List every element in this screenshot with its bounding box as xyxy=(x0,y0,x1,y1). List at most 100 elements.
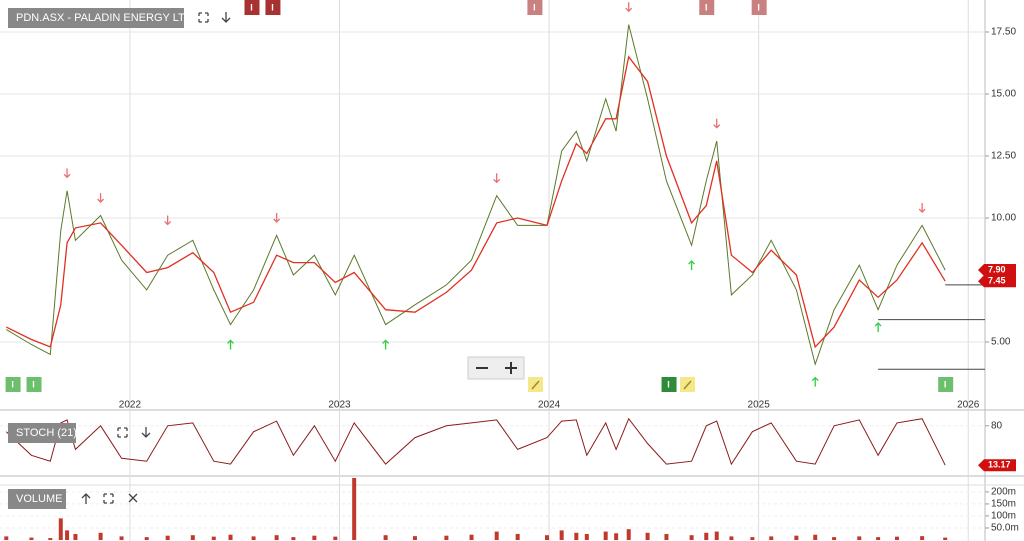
x-tick-label: 2026 xyxy=(957,400,980,411)
volume-bar xyxy=(165,535,170,540)
volume-bar xyxy=(750,537,755,540)
volume-bar xyxy=(876,537,881,540)
event-marker xyxy=(938,377,954,392)
event-marker xyxy=(265,0,281,15)
price-tag-label: 7.45 xyxy=(988,276,1006,286)
volume-bar xyxy=(894,536,899,540)
volume-bar xyxy=(469,534,474,540)
volume-bar xyxy=(689,535,694,540)
title-box xyxy=(8,423,76,443)
volume-bar xyxy=(65,530,70,540)
volume-bar xyxy=(412,536,417,540)
volume-bar xyxy=(29,537,34,540)
signal-arrow xyxy=(688,260,696,271)
event-label: I xyxy=(250,2,253,12)
signal-arrow xyxy=(811,376,819,387)
event-marker xyxy=(244,0,260,15)
volume-bar xyxy=(515,533,520,540)
event-label: I xyxy=(533,2,536,12)
price-tag xyxy=(978,459,1016,472)
volume-bar xyxy=(729,536,734,540)
volume-bar xyxy=(73,533,78,540)
volume-bar xyxy=(645,532,650,540)
y-tick-label: 50.0m xyxy=(991,523,1019,534)
volume-bar xyxy=(333,536,338,540)
stoch-title: STOCH (21) xyxy=(16,427,77,439)
signal-arrow xyxy=(273,212,281,223)
volume-bar xyxy=(119,536,124,540)
price-tag-label: 7.90 xyxy=(988,264,1006,274)
y-tick-label: 12.50 xyxy=(991,151,1016,162)
volume-bar xyxy=(614,533,619,540)
pencil-icons[interactable] xyxy=(528,377,695,392)
toolbar-icons[interactable] xyxy=(198,12,231,23)
volume-bar xyxy=(704,532,709,540)
event-marker xyxy=(527,0,543,15)
y-tick-label: 80 xyxy=(991,420,1003,431)
y-tick-label: 100m xyxy=(991,511,1016,522)
volume-bar xyxy=(626,529,631,540)
volume-bar xyxy=(494,531,499,540)
toolbar-icons[interactable] xyxy=(117,427,151,438)
x-tick-label: 2024 xyxy=(538,400,561,411)
event-marker xyxy=(661,377,677,392)
y-tick-label: 17.50 xyxy=(991,27,1016,38)
volume-bar xyxy=(4,536,9,540)
event-label: I xyxy=(11,379,14,389)
volume-bar xyxy=(444,535,449,540)
signal-arrow xyxy=(382,339,390,350)
event-marker xyxy=(751,0,767,15)
y-tick-label: 150m xyxy=(991,499,1016,510)
volume-bar xyxy=(312,535,317,540)
volume-bar xyxy=(291,537,296,540)
event-marker xyxy=(5,377,21,392)
volume-bar xyxy=(559,530,564,540)
y-tick-label: 5.00 xyxy=(991,337,1011,348)
volume-bar xyxy=(352,477,357,540)
volume-bar xyxy=(48,538,53,540)
volume-bar xyxy=(603,531,608,540)
volume-bar xyxy=(769,536,774,540)
volume-bar xyxy=(714,531,719,540)
volume-bar xyxy=(794,535,799,540)
signal-arrow xyxy=(713,118,721,129)
signal-arrow xyxy=(97,193,105,204)
signal-arrow xyxy=(227,339,234,350)
volume-bar xyxy=(98,532,103,540)
volume-bar xyxy=(383,535,388,540)
event-label: I xyxy=(32,379,35,389)
signal-arrow xyxy=(874,322,882,333)
x-tick-label: 2023 xyxy=(328,400,351,411)
price-tag xyxy=(978,264,1016,277)
series-line xyxy=(6,55,946,349)
volume-bar xyxy=(190,535,195,540)
event-label: I xyxy=(705,2,708,12)
volume-bar xyxy=(251,536,256,540)
volume-bar xyxy=(274,535,279,540)
zoom-controls[interactable] xyxy=(467,356,525,380)
event-label: I xyxy=(271,2,274,12)
x-tick-label: 2022 xyxy=(119,400,142,411)
signal-arrow xyxy=(164,215,172,226)
volume-bar xyxy=(920,536,925,540)
series-line xyxy=(6,24,946,367)
signal-arrow xyxy=(918,203,926,213)
signal-arrow xyxy=(63,168,71,179)
y-tick-label: 15.00 xyxy=(991,89,1016,100)
volume-bar xyxy=(144,537,149,540)
event-marker xyxy=(699,0,715,15)
y-tick-label: 10.00 xyxy=(991,213,1016,224)
volume-bar xyxy=(813,534,818,540)
toolbar-icons[interactable] xyxy=(81,493,138,504)
event-label: I xyxy=(757,2,760,12)
volume-bar xyxy=(544,535,549,540)
volume-bar xyxy=(943,537,948,540)
volume-bar xyxy=(832,537,837,540)
volume-bar xyxy=(664,533,669,540)
signal-arrow xyxy=(625,2,633,13)
volume-bar xyxy=(211,536,216,540)
chart-title: PDN.ASX - PALADIN ENERGY LTD xyxy=(16,12,193,24)
title-box xyxy=(8,8,184,28)
